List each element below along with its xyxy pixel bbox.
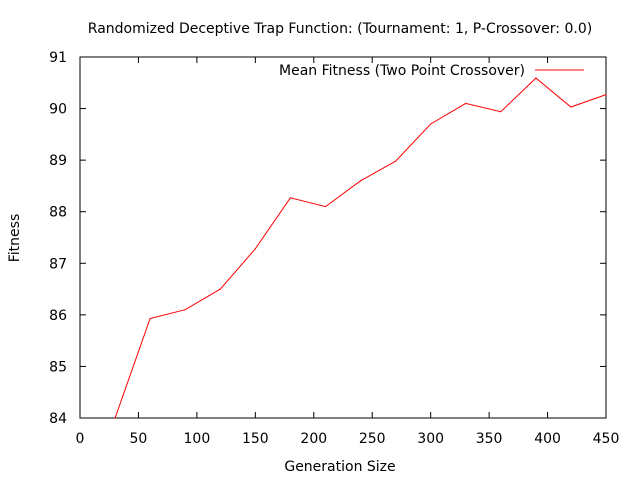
x-tick-label: 450 xyxy=(593,431,620,447)
y-tick-label: 87 xyxy=(49,256,67,272)
series-line xyxy=(114,77,607,419)
data-point xyxy=(535,77,537,79)
x-tick-label: 100 xyxy=(184,431,211,447)
x-axis: 0 50 100 150 200 250 300 350 400 450 xyxy=(76,57,620,447)
series-layer xyxy=(114,77,607,419)
x-tick-label: 400 xyxy=(534,431,561,447)
x-tick-label: 250 xyxy=(359,431,386,447)
data-point xyxy=(570,106,572,108)
x-tick-label: 300 xyxy=(417,431,444,447)
x-tick-label: 350 xyxy=(476,431,503,447)
y-tick-label: 85 xyxy=(49,359,67,375)
y-tick-label: 86 xyxy=(49,308,67,324)
chart-title: Randomized Deceptive Trap Function: (Tou… xyxy=(88,21,592,37)
x-tick-label: 0 xyxy=(76,431,85,447)
data-point xyxy=(605,94,607,96)
data-point xyxy=(149,317,151,320)
data-point xyxy=(430,123,432,125)
data-point xyxy=(359,180,362,182)
data-point xyxy=(184,309,186,311)
data-point xyxy=(465,102,467,105)
legend: Mean Fitness (Two Point Crossover) xyxy=(279,63,584,79)
plot-frame xyxy=(79,56,607,419)
data-point xyxy=(500,111,502,113)
data-point xyxy=(289,197,291,199)
x-tick-label: 200 xyxy=(300,431,327,447)
y-tick-label: 88 xyxy=(49,205,67,221)
y-tick-label: 91 xyxy=(49,50,67,66)
data-point xyxy=(219,288,221,290)
x-tick-label: 50 xyxy=(130,431,148,447)
y-tick-label: 89 xyxy=(49,153,67,169)
x-tick-label: 150 xyxy=(242,431,269,447)
x-axis-label: Generation Size xyxy=(284,459,395,475)
y-tick-label: 84 xyxy=(49,411,67,427)
plot-border xyxy=(79,56,607,419)
legend-label: Mean Fitness (Two Point Crossover) xyxy=(279,63,525,79)
data-point xyxy=(114,417,116,419)
data-point xyxy=(395,160,397,162)
data-point xyxy=(254,248,256,250)
data-point xyxy=(324,205,327,208)
y-axis: 84 85 86 87 88 89 90 91 xyxy=(49,50,606,427)
y-axis-label: Fitness xyxy=(7,214,23,263)
y-tick-label: 90 xyxy=(49,102,67,118)
